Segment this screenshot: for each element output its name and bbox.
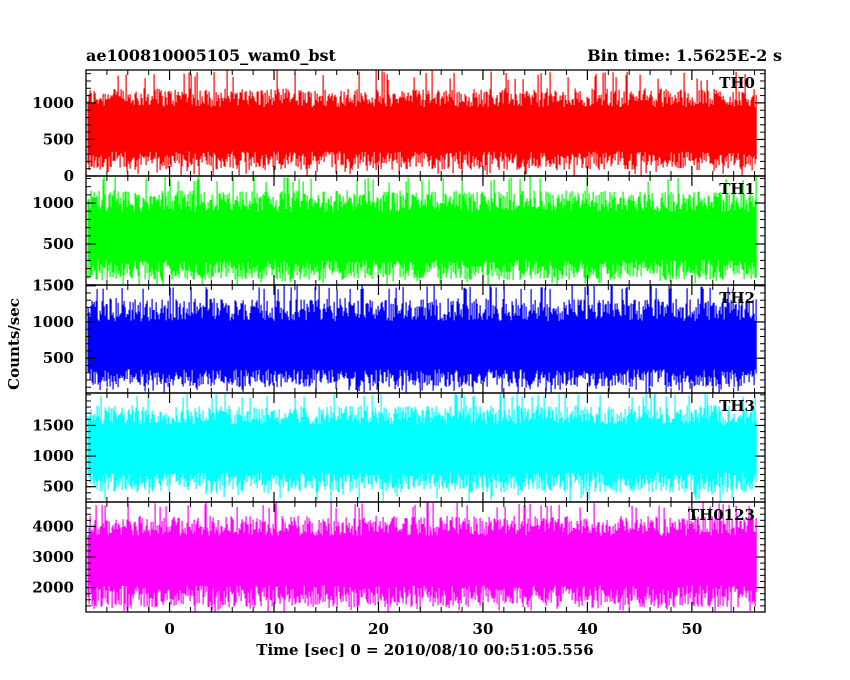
y-tick-label: 500 [43, 235, 74, 253]
panel-th2: 500 1000 1500 TH2 [32, 277, 766, 394]
x-tick-label: 50 [681, 620, 702, 638]
x-tick-label: 10 [264, 620, 285, 638]
x-tick-label: 20 [368, 620, 389, 638]
y-tick-label: 1000 [32, 313, 74, 331]
y-tick-label: 4000 [32, 517, 74, 535]
panel-label-th3: TH3 [719, 397, 755, 415]
panel-label-th0123: TH0123 [688, 506, 755, 524]
bin-time-label: Bin time: 1.5625E-2 s [587, 46, 782, 65]
y-tick-label: 500 [43, 478, 74, 496]
panel-label-th0: TH0 [719, 74, 755, 92]
series-th3 [87, 393, 757, 502]
y-tick-label: 0 [64, 276, 74, 294]
panel-th0123: 2000 3000 4000 TH0123 [32, 501, 766, 613]
y-tick-label: 1000 [32, 194, 74, 212]
x-tick-label: 30 [473, 620, 494, 638]
x-tick-label: 0 [164, 620, 174, 638]
y-tick-label: 3000 [32, 548, 74, 566]
series-th2 [87, 285, 757, 393]
x-axis-title: Time [sec] 0 = 2010/08/10 00:51:05.556 [256, 641, 593, 659]
y-tick-label: 500 [43, 130, 74, 148]
y-tick-label: 0 [64, 167, 74, 185]
series-th1 [87, 176, 757, 285]
y-axis-title: Counts/sec [5, 298, 23, 390]
y-tick-label: 1500 [32, 277, 74, 295]
y-tick-label: 1500 [32, 416, 74, 434]
y-tick-label: 500 [43, 349, 74, 367]
panel-label-th2: TH2 [719, 289, 755, 307]
y-tick-label: 2000 [32, 579, 74, 597]
plot-title: ae100810005105_wam0_bst [86, 46, 337, 65]
stacked-panels: 05001000TH005001000TH150010001500TH25001… [32, 69, 766, 638]
panel-label-th1: TH1 [719, 180, 755, 198]
series-th0123 [87, 502, 757, 612]
x-tick-label: 40 [577, 620, 598, 638]
series-th0 [87, 70, 757, 176]
panel-th3: 500 1000 1500 TH3 [32, 392, 766, 503]
panel-th1: 0 500 1000 TH1 [32, 175, 766, 294]
panel-th0: 0 500 1000 TH0 [32, 69, 766, 185]
y-tick-label: 1000 [32, 94, 74, 112]
y-tick-label: 1000 [32, 447, 74, 465]
